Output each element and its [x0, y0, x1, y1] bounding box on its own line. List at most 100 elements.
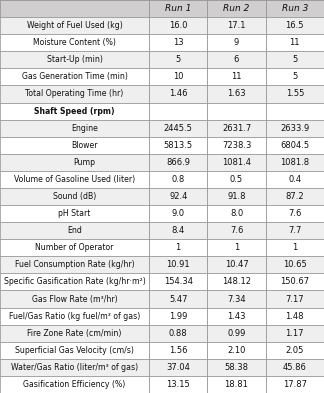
Text: 0.99: 0.99	[227, 329, 246, 338]
Text: 6804.5: 6804.5	[280, 141, 309, 150]
Bar	[0, 17, 149, 34]
Text: 7.6: 7.6	[230, 226, 243, 235]
Text: 5: 5	[176, 55, 181, 64]
Bar	[266, 188, 324, 205]
Bar	[149, 137, 207, 154]
Text: 11: 11	[290, 38, 300, 47]
Bar	[149, 154, 207, 171]
Text: 0.4: 0.4	[288, 175, 301, 184]
Text: Gas Generation Time (min): Gas Generation Time (min)	[22, 72, 127, 81]
Bar	[207, 51, 266, 68]
Bar	[207, 171, 266, 188]
Text: 1: 1	[234, 243, 239, 252]
Bar	[0, 119, 149, 137]
Bar	[207, 325, 266, 342]
Bar	[207, 256, 266, 274]
Text: 5: 5	[292, 72, 297, 81]
Bar	[266, 17, 324, 34]
Bar	[149, 51, 207, 68]
Bar	[149, 290, 207, 308]
Text: 1.43: 1.43	[227, 312, 246, 321]
Text: Fire Zone Rate (cm/min): Fire Zone Rate (cm/min)	[27, 329, 122, 338]
Bar	[266, 154, 324, 171]
Text: 10.47: 10.47	[225, 260, 249, 269]
Bar	[266, 34, 324, 51]
Bar	[266, 205, 324, 222]
Bar	[207, 34, 266, 51]
Bar	[0, 85, 149, 103]
Bar	[266, 274, 324, 290]
Bar	[0, 34, 149, 51]
Bar	[149, 0, 207, 17]
Bar	[149, 222, 207, 239]
Text: 91.8: 91.8	[227, 192, 246, 201]
Text: 45.86: 45.86	[283, 363, 307, 372]
Bar	[149, 188, 207, 205]
Text: Shaft Speed (rpm): Shaft Speed (rpm)	[34, 107, 115, 116]
Text: Blower: Blower	[71, 141, 98, 150]
Text: 1.48: 1.48	[285, 312, 304, 321]
Bar	[266, 85, 324, 103]
Text: 16.5: 16.5	[285, 21, 304, 30]
Bar	[266, 171, 324, 188]
Text: 2633.9: 2633.9	[280, 124, 309, 133]
Bar	[266, 325, 324, 342]
Text: 6: 6	[234, 55, 239, 64]
Text: 92.4: 92.4	[169, 192, 187, 201]
Text: 1.46: 1.46	[169, 90, 188, 99]
Text: 1.17: 1.17	[285, 329, 304, 338]
Bar	[207, 274, 266, 290]
Bar	[207, 0, 266, 17]
Text: Fuel/Gas Ratio (kg fuel/m³ of gas): Fuel/Gas Ratio (kg fuel/m³ of gas)	[9, 312, 140, 321]
Text: 58.38: 58.38	[225, 363, 249, 372]
Text: 18.81: 18.81	[225, 380, 249, 389]
Bar	[207, 308, 266, 325]
Text: Gasification Efficiency (%): Gasification Efficiency (%)	[23, 380, 126, 389]
Bar	[149, 325, 207, 342]
Text: 9: 9	[234, 38, 239, 47]
Text: Water/Gas Ratio (liter/m³ of gas): Water/Gas Ratio (liter/m³ of gas)	[11, 363, 138, 372]
Bar	[149, 205, 207, 222]
Text: pH Start: pH Start	[58, 209, 91, 218]
Bar	[0, 239, 149, 256]
Bar	[266, 51, 324, 68]
Bar	[207, 85, 266, 103]
Text: Specific Gasification Rate (kg/hr·m²): Specific Gasification Rate (kg/hr·m²)	[4, 277, 145, 286]
Text: Number of Operator: Number of Operator	[35, 243, 114, 252]
Bar	[0, 256, 149, 274]
Bar	[149, 68, 207, 85]
Text: 1081.8: 1081.8	[280, 158, 309, 167]
Text: 0.88: 0.88	[169, 329, 188, 338]
Text: 8.0: 8.0	[230, 209, 243, 218]
Bar	[0, 51, 149, 68]
Text: 10.91: 10.91	[167, 260, 190, 269]
Bar	[207, 188, 266, 205]
Text: 1.55: 1.55	[286, 90, 304, 99]
Text: 0.8: 0.8	[172, 175, 185, 184]
Bar	[0, 137, 149, 154]
Text: 9.0: 9.0	[172, 209, 185, 218]
Text: Superficial Gas Velocity (cm/s): Superficial Gas Velocity (cm/s)	[15, 346, 134, 355]
Bar	[149, 171, 207, 188]
Bar	[0, 222, 149, 239]
Text: 1: 1	[176, 243, 181, 252]
Bar	[207, 239, 266, 256]
Text: 8.4: 8.4	[172, 226, 185, 235]
Bar	[149, 256, 207, 274]
Bar	[207, 154, 266, 171]
Text: 13: 13	[173, 38, 183, 47]
Text: 7.17: 7.17	[285, 294, 304, 303]
Text: 150.67: 150.67	[280, 277, 309, 286]
Text: Sound (dB): Sound (dB)	[53, 192, 96, 201]
Text: Start-Up (min): Start-Up (min)	[47, 55, 102, 64]
Bar	[0, 0, 149, 17]
Text: 2.10: 2.10	[227, 346, 246, 355]
Text: 37.04: 37.04	[166, 363, 190, 372]
Text: 10: 10	[173, 72, 183, 81]
Bar	[0, 274, 149, 290]
Bar	[207, 68, 266, 85]
Text: 1.99: 1.99	[169, 312, 187, 321]
Text: 87.2: 87.2	[285, 192, 304, 201]
Bar	[149, 85, 207, 103]
Bar	[266, 308, 324, 325]
